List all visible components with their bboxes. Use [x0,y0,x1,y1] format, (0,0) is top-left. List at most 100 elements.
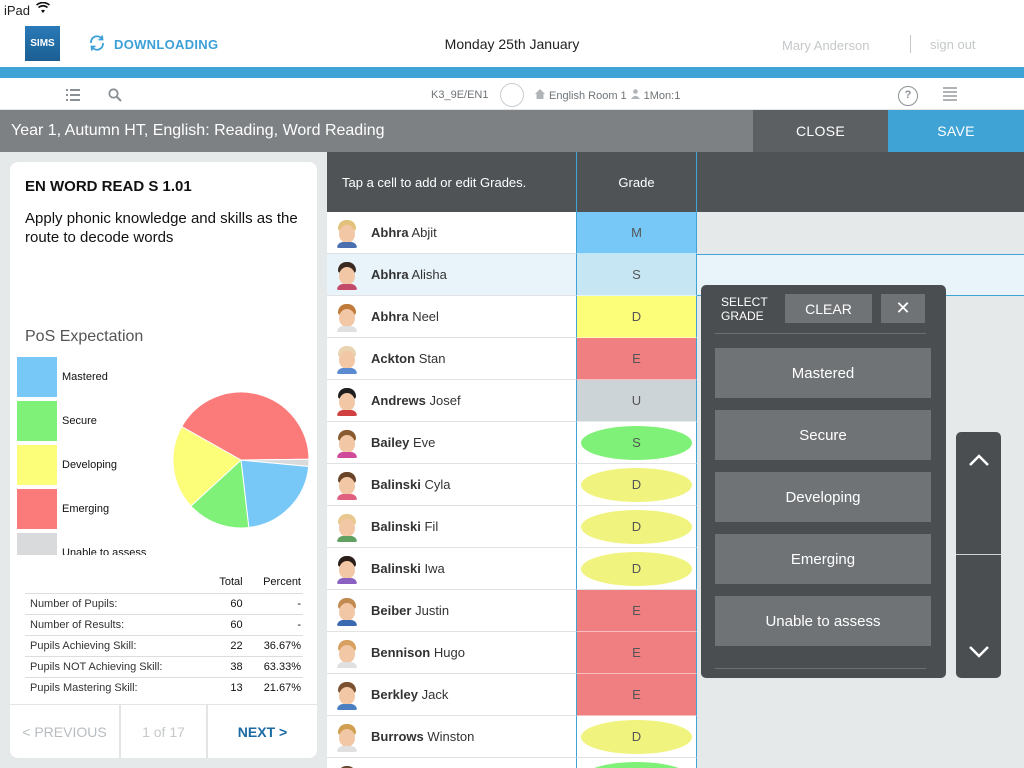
pupil-name-cell[interactable]: Abhra Alisha [327,254,576,296]
grade-cell[interactable]: D [576,296,697,338]
pupil-surname: Abhra [371,309,409,324]
pupil-name-cell[interactable]: Balinski Cyla [327,464,576,506]
pupil-name: Beiber Justin [371,603,449,618]
pupil-row[interactable]: Berkley Jack E [327,674,1024,716]
grade-cell[interactable]: E [576,590,697,632]
user-name[interactable]: Mary Anderson [782,38,870,53]
avatar [336,554,358,584]
grade-cell[interactable]: S [576,254,697,296]
pupil-row[interactable]: Balinski Iwa D [327,548,1024,590]
pupil-row[interactable]: Balinski Cyla D [327,464,1024,506]
grade-cell[interactable]: S [576,422,697,464]
list-menu-icon[interactable] [66,88,80,106]
pie-slice-emerging [181,391,310,461]
grade-option-developing[interactable]: Developing [715,472,931,522]
previous-button[interactable]: < PREVIOUS [10,705,121,758]
pupil-name-cell[interactable]: Bennison Hugo [327,632,576,674]
skill-code: EN WORD READ S 1.01 [25,178,192,195]
select-grade-popup: SELECT GRADE CLEAR ✕ Mastered Secure Devel… [701,285,946,678]
pupil-row[interactable]: Beiber Justin E [327,590,1024,632]
pupil-surname: Abhra [371,267,409,282]
pupil-forename: Cyla [424,477,451,492]
pupil-name-cell[interactable]: Ackton Stan [327,338,576,380]
wifi-icon [36,1,50,17]
next-button[interactable]: NEXT > [237,724,288,740]
clear-button[interactable]: CLEAR [785,294,872,323]
search-icon[interactable] [108,88,122,107]
pupil-name-cell[interactable]: Balinski Iwa [327,548,576,590]
pupil-name-cell[interactable]: Balinski Fil [327,506,576,548]
grade-option-emerging[interactable]: Emerging [715,534,931,584]
stats-row: Pupils NOT Achieving Skill: 38 63.33% [25,656,303,678]
pupil-row[interactable]: Abhra Neel D [327,296,1024,338]
grade-option-mastered[interactable]: Mastered [715,348,931,398]
pupil-row[interactable]: Burrows Winston D [327,716,1024,758]
pupil-name: Balinski Iwa [371,561,445,576]
class-selector-circle[interactable] [500,83,524,107]
grade-cell[interactable]: D [576,464,697,506]
legend-label: Developing [62,459,118,471]
grade-cell[interactable]: D [576,506,697,548]
grid-header: Tap a cell to add or edit Grades. Grade [327,152,1024,212]
pupil-row[interactable]: Bennison Hugo E [327,632,1024,674]
pupil-name: Bailey Eve [371,435,435,450]
pupil-row[interactable]: Ackton Stan E [327,338,1024,380]
room-info: English Room 1 1Mon:1 [535,89,680,102]
avatar [336,596,358,626]
accent-strip [0,67,1024,78]
pupil-name-cell[interactable]: Abhra Abjit [327,212,576,254]
pie-slice-secure [190,458,250,529]
pupil-name-cell[interactable]: Burrows Winston [327,716,576,758]
page-indicator: 1 of 17 [121,705,208,758]
pupil-name-cell[interactable]: Bailey Eve [327,422,576,464]
scroll-down-icon[interactable] [956,632,1001,672]
avatar [336,428,358,458]
pupil-surname: Bailey [371,435,410,450]
grade-cell[interactable]: E [576,338,697,380]
pupil-row[interactable]: Andrews Josef U [327,380,1024,422]
grade-cell[interactable]: D [576,548,697,590]
pupil-surname: Bennison [371,645,431,660]
toolbar: K3_9E/EN1 English Room 1 1Mon:1 ? [0,78,1024,110]
pupil-forename: Iwa [424,561,445,576]
pupil-name-cell[interactable]: Andrews Josef [327,380,576,422]
pos-expectation-title: PoS Expectation [25,328,144,345]
pupil-row[interactable]: Abhra Abjit M [327,212,1024,254]
pupil-name-cell[interactable]: Berkley Jack [327,674,576,716]
avatar [336,218,358,248]
pupil-name: Bennison Hugo [371,645,465,660]
scroll-up-icon[interactable] [956,440,1001,480]
grade-cell[interactable]: D [576,716,697,758]
pupil-row[interactable] [327,758,1024,768]
avatar [336,764,358,768]
avatar [336,344,358,374]
grade-cell[interactable]: E [576,674,697,716]
pupil-name-cell[interactable]: Beiber Justin [327,590,576,632]
grade-cell[interactable]: U [576,380,697,422]
pupil-forename: Eve [412,435,436,450]
grade-option-unable-to-assess[interactable]: Unable to assess [715,596,931,646]
home-icon [535,89,545,102]
grade-cell[interactable]: M [576,212,697,254]
grade-cell[interactable] [576,758,697,768]
grade-option-secure[interactable]: Secure [715,410,931,460]
close-button[interactable]: CLOSE [753,110,888,152]
current-date: Monday 25th January [444,36,580,52]
pupil-name-cell[interactable]: Abhra Neel [327,296,576,338]
pupil-forename: Winston [427,729,475,744]
stats-total: 60 [208,593,245,615]
save-button[interactable]: SAVE [888,110,1024,152]
pupil-row[interactable]: Bailey Eve S [327,422,1024,464]
grade-cell[interactable]: E [576,632,697,674]
pupil-row[interactable]: Balinski Fil D [327,506,1024,548]
pupil-name-cell[interactable] [327,758,576,768]
class-code[interactable]: K3_9E/EN1 [431,89,489,101]
pupil-name: Ackton Stan [371,351,445,366]
signout-link[interactable]: sign out [930,37,976,52]
pupil-surname: Andrews [371,393,426,408]
pupil-forename: Hugo [433,645,465,660]
close-icon[interactable]: ✕ [881,294,925,323]
register-icon[interactable] [943,87,957,106]
help-icon[interactable]: ? [898,86,918,106]
grade-oval [581,468,692,502]
